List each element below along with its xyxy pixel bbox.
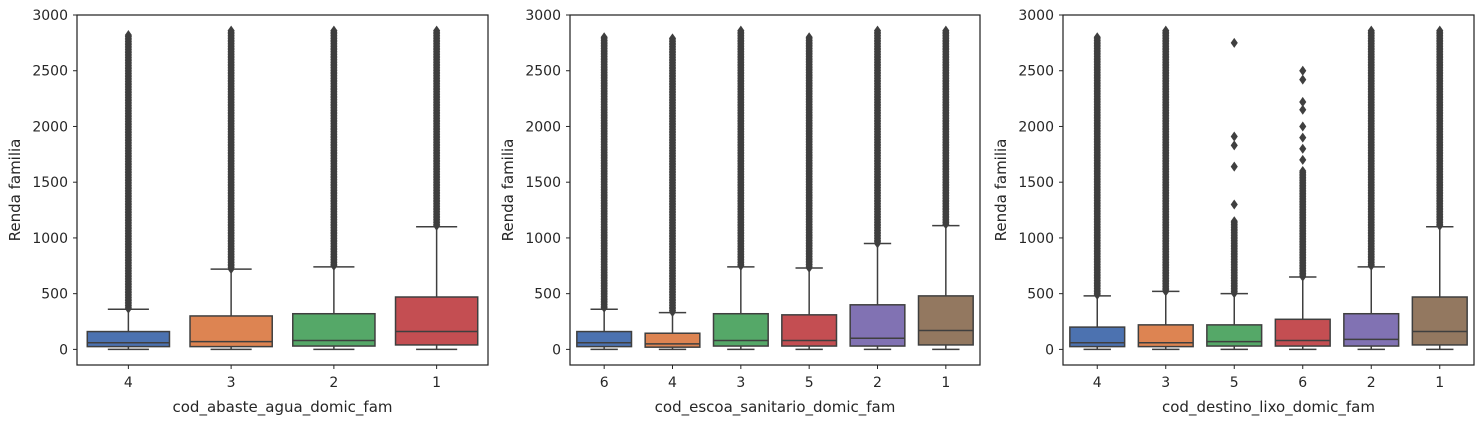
outlier-point bbox=[1299, 74, 1307, 85]
x-axis-label: cod_escoa_sanitario_domic_fam bbox=[655, 398, 896, 417]
iqr-box bbox=[1069, 326, 1126, 348]
outlier-point bbox=[1230, 140, 1238, 151]
outlier-point bbox=[1299, 96, 1307, 107]
iqr-box bbox=[917, 295, 974, 346]
y-tick-label: 3000 bbox=[32, 8, 68, 24]
y-tick-label: 2000 bbox=[32, 119, 68, 135]
x-tick-label: 5 bbox=[805, 375, 814, 391]
plot-frame bbox=[1062, 14, 1475, 366]
outlier-point bbox=[1299, 121, 1307, 132]
box-5 bbox=[1206, 37, 1263, 351]
y-tick-label: 1000 bbox=[525, 231, 561, 247]
y-tick-label: 2500 bbox=[525, 64, 561, 80]
x-tick-label: 2 bbox=[329, 375, 338, 391]
box-3 bbox=[712, 25, 769, 351]
outlier-point bbox=[1299, 65, 1307, 76]
iqr-box bbox=[576, 330, 633, 348]
iqr-box bbox=[394, 296, 479, 346]
x-axis-label: cod_abaste_agua_domic_fam bbox=[173, 398, 393, 417]
x-tick-label: 3 bbox=[227, 375, 236, 391]
box-2 bbox=[292, 25, 376, 351]
boxplot-panel-destino-lixo: 0 500 1000 1500 2000 2500 3000 4 3 5 6 2 1 cod_destin… bbox=[992, 8, 1475, 417]
plot-frame bbox=[569, 14, 981, 366]
outlier-point bbox=[1299, 154, 1307, 165]
x-axis-label: cod_destino_lixo_domic_fam bbox=[1162, 398, 1375, 417]
y-tick-label: 3000 bbox=[525, 8, 561, 24]
x-tick-label: 4 bbox=[124, 375, 133, 391]
outlier-point bbox=[1230, 37, 1238, 48]
x-tick-label: 2 bbox=[873, 375, 882, 391]
box-3 bbox=[189, 25, 273, 351]
boxplot-panel-abaste-agua: 0 500 1000 1500 2000 2500 3000 4 3 2 1 cod_abaste_a… bbox=[6, 8, 489, 417]
outlier-point bbox=[1230, 161, 1238, 172]
box-3 bbox=[1137, 25, 1194, 351]
outlier-point bbox=[1299, 104, 1307, 115]
box-1 bbox=[1411, 25, 1468, 351]
x-tick-label: 6 bbox=[1298, 375, 1307, 391]
box-4 bbox=[1069, 32, 1126, 351]
y-tick-label: 1500 bbox=[525, 175, 561, 191]
y-axis-label: Renda familia bbox=[499, 139, 517, 242]
x-tick-label: 3 bbox=[1161, 375, 1170, 391]
iqr-box bbox=[1411, 296, 1468, 346]
x-tick-label: 4 bbox=[1093, 375, 1102, 391]
y-tick-label: 1500 bbox=[1018, 175, 1054, 191]
iqr-box bbox=[781, 314, 838, 347]
box-6 bbox=[1274, 65, 1331, 351]
plot-frame bbox=[76, 14, 489, 366]
iqr-box bbox=[1343, 312, 1400, 347]
x-tick-label: 1 bbox=[1435, 375, 1444, 391]
y-tick-label: 0 bbox=[552, 342, 561, 358]
x-tick-label: 4 bbox=[668, 375, 677, 391]
outlier-point bbox=[1230, 131, 1238, 142]
y-tick-label: 0 bbox=[59, 342, 68, 358]
box-6 bbox=[576, 32, 633, 351]
x-tick-label: 1 bbox=[432, 375, 441, 391]
x-tick-label: 6 bbox=[600, 375, 609, 391]
iqr-box bbox=[1137, 324, 1194, 348]
y-tick-label: 1000 bbox=[1018, 231, 1054, 247]
iqr-box bbox=[849, 304, 906, 347]
iqr-box bbox=[86, 330, 171, 348]
y-tick-label: 0 bbox=[1045, 342, 1054, 358]
x-tick-label: 1 bbox=[941, 375, 950, 391]
y-tick-label: 500 bbox=[534, 287, 561, 303]
y-tick-label: 500 bbox=[41, 287, 68, 303]
boxplot-panel-escoa-sanitario: 0 500 1000 1500 2000 2500 3000 6 4 3 5 2 1 cod_escoa_… bbox=[499, 8, 981, 417]
outlier-point bbox=[1299, 132, 1307, 143]
x-tick-label: 2 bbox=[1367, 375, 1376, 391]
box-4 bbox=[644, 33, 701, 351]
y-tick-label: 2500 bbox=[1018, 64, 1054, 80]
iqr-box bbox=[644, 332, 701, 348]
box-4 bbox=[86, 30, 171, 351]
iqr-box bbox=[1206, 324, 1263, 347]
x-tick-label: 5 bbox=[1230, 375, 1239, 391]
outlier-point bbox=[1230, 199, 1238, 210]
y-tick-label: 2000 bbox=[525, 119, 561, 135]
y-tick-label: 3000 bbox=[1018, 8, 1054, 24]
y-tick-label: 2500 bbox=[32, 64, 68, 80]
box-1 bbox=[394, 25, 479, 351]
y-tick-label: 2000 bbox=[1018, 119, 1054, 135]
y-tick-label: 1500 bbox=[32, 175, 68, 191]
y-axis-label: Renda familia bbox=[992, 139, 1010, 242]
box-1 bbox=[917, 25, 974, 351]
y-tick-label: 1000 bbox=[32, 231, 68, 247]
box-2 bbox=[849, 25, 906, 351]
y-tick-label: 500 bbox=[1027, 287, 1054, 303]
x-tick-label: 3 bbox=[736, 375, 745, 391]
outlier-point bbox=[1299, 143, 1307, 154]
box-5 bbox=[781, 32, 838, 351]
y-axis-label: Renda familia bbox=[6, 139, 24, 242]
box-2 bbox=[1343, 25, 1400, 351]
iqr-box bbox=[1274, 318, 1331, 347]
